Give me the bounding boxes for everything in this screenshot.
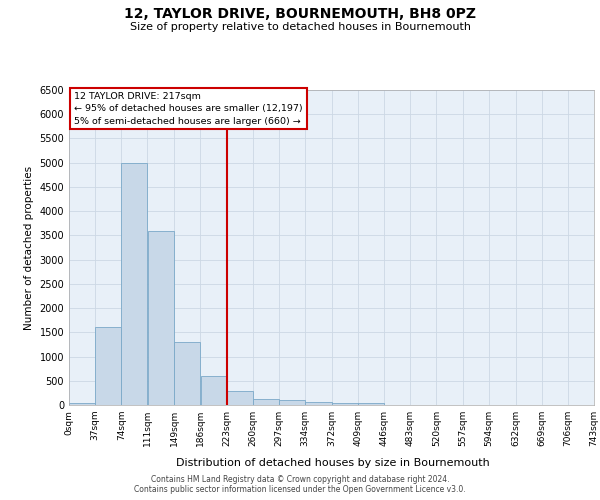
Bar bbox=[121, 162, 147, 405]
Bar bbox=[305, 402, 332, 405]
Text: Size of property relative to detached houses in Bournemouth: Size of property relative to detached ho… bbox=[130, 22, 470, 32]
Bar bbox=[69, 402, 95, 405]
Bar bbox=[358, 402, 384, 405]
Text: 12 TAYLOR DRIVE: 217sqm
← 95% of detached houses are smaller (12,197)
5% of semi: 12 TAYLOR DRIVE: 217sqm ← 95% of detache… bbox=[74, 92, 303, 126]
Bar bbox=[200, 376, 226, 405]
Bar bbox=[175, 342, 200, 405]
Bar bbox=[332, 402, 358, 405]
Bar bbox=[253, 399, 278, 405]
Text: 12, TAYLOR DRIVE, BOURNEMOUTH, BH8 0PZ: 12, TAYLOR DRIVE, BOURNEMOUTH, BH8 0PZ bbox=[124, 8, 476, 22]
Bar bbox=[279, 400, 305, 405]
Bar bbox=[95, 328, 121, 405]
Text: Contains HM Land Registry data © Crown copyright and database right 2024.
Contai: Contains HM Land Registry data © Crown c… bbox=[134, 474, 466, 494]
Text: Distribution of detached houses by size in Bournemouth: Distribution of detached houses by size … bbox=[176, 458, 490, 468]
Bar bbox=[148, 230, 174, 405]
Bar bbox=[227, 392, 253, 405]
Y-axis label: Number of detached properties: Number of detached properties bbox=[24, 166, 34, 330]
